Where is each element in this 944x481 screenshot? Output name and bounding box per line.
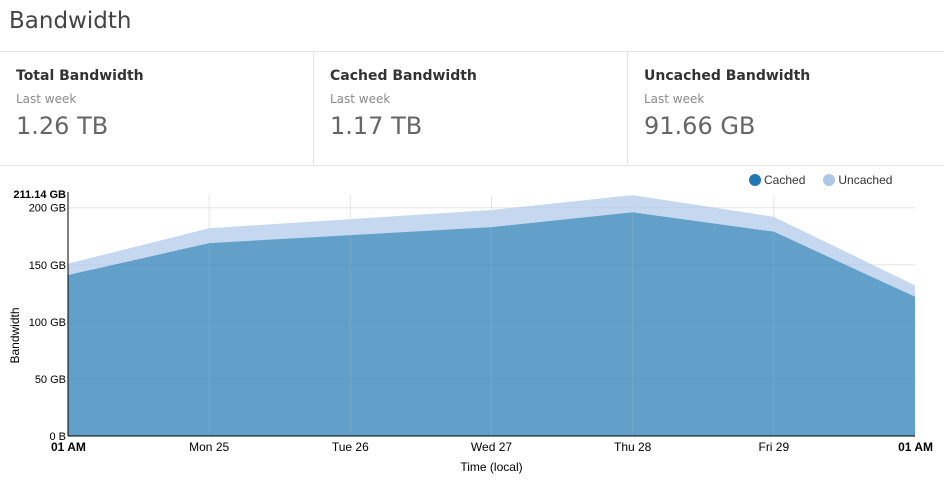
stat-subtitle: Last week xyxy=(644,92,705,106)
header-divider xyxy=(0,51,944,52)
legend-item-cached[interactable]: Cached xyxy=(749,173,805,187)
x-tick-label: Wed 27 xyxy=(471,440,512,454)
legend-swatch-cached xyxy=(749,174,761,186)
x-axis-title: Time (local) xyxy=(460,460,522,474)
stat-value: 91.66 GB xyxy=(644,112,756,140)
x-tick-label: Mon 25 xyxy=(189,440,229,454)
stats-divider xyxy=(0,165,944,166)
x-tick-label: 01 AM xyxy=(898,440,933,454)
stat-title: Uncached Bandwidth xyxy=(644,68,811,84)
y-tick-label: 211.14 GB xyxy=(13,189,66,201)
x-tick-label: Fri 29 xyxy=(758,440,789,454)
series-area-uncached xyxy=(68,195,915,297)
legend-swatch-uncached xyxy=(823,174,836,186)
legend-label-cached: Cached xyxy=(764,173,806,187)
bandwidth-chart: 0 B 50 GB 100 GB 150 GB 200 GB 211.14 GB 01 AM… xyxy=(8,189,933,474)
y-tick-label: 200 GB xyxy=(29,203,66,215)
x-tick-label: Tue 26 xyxy=(332,440,369,454)
y-tick-label: 100 GB xyxy=(29,317,66,329)
stat-title: Cached Bandwidth xyxy=(330,68,477,84)
stats-row: Total Bandwidth Last week 1.26 TB Cached… xyxy=(0,52,944,165)
y-tick-label: 150 GB xyxy=(29,260,66,272)
x-tick-label: 01 AM xyxy=(51,440,86,454)
chart-legend: Cached Uncached xyxy=(749,173,892,187)
legend-item-uncached[interactable]: Uncached xyxy=(823,173,892,187)
page-title: Bandwidth xyxy=(9,8,132,34)
stat-card-cached: Cached Bandwidth Last week 1.17 TB xyxy=(314,52,628,165)
y-tick-label: 50 GB xyxy=(35,374,66,386)
stat-card-uncached: Uncached Bandwidth Last week 91.66 GB xyxy=(628,52,944,165)
stat-value: 1.17 TB xyxy=(330,112,423,140)
series-area-cached xyxy=(68,212,915,436)
y-tick-label: 0 B xyxy=(49,431,66,443)
stat-title: Total Bandwidth xyxy=(16,68,144,84)
stat-card-total: Total Bandwidth Last week 1.26 TB xyxy=(0,52,314,165)
stat-subtitle: Last week xyxy=(16,92,77,106)
x-tick-label: Thu 28 xyxy=(614,440,652,454)
stat-subtitle: Last week xyxy=(330,92,391,106)
legend-label-uncached: Uncached xyxy=(838,173,893,187)
y-axis-title: Bandwidth xyxy=(8,307,22,363)
stat-value: 1.26 TB xyxy=(16,112,109,140)
